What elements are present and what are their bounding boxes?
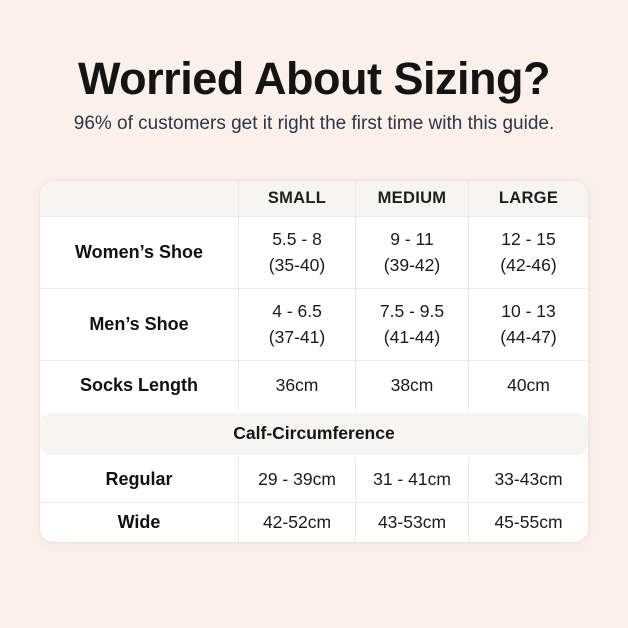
row-label: Men’s Shoe — [89, 313, 189, 334]
cell-regular-small: 29 - 39cm — [238, 457, 355, 502]
cell-regular-medium: 31 - 41cm — [355, 457, 468, 502]
cell-wide-large: 45-55cm — [468, 502, 588, 542]
value-line: (42-46) — [500, 255, 557, 275]
table-header-row: SMALL MEDIUM LARGE — [40, 180, 588, 216]
cell-wide-medium: 43-53cm — [355, 502, 468, 542]
row-label: Wide — [117, 511, 161, 532]
cell-regular-large: 33-43cm — [468, 457, 588, 502]
table-row-mens-shoe: Men’s Shoe 4 - 6.5 (37-41) 7.5 - 9.5 (41… — [40, 287, 588, 360]
table-row-calf-wide: Wide 42-52cm 43-53cm 45-55cm — [40, 501, 588, 542]
size-chart-table: SMALL MEDIUM LARGE Women’s Shoe 5.5 - 8 … — [40, 180, 588, 542]
cell-mens-medium: 7.5 - 9.5 (41-44) — [355, 288, 468, 360]
cell-womens-large: 12 - 15 (42-46) — [468, 216, 588, 288]
value-line: 4 - 6.5 — [272, 300, 322, 321]
cell-womens-small: 5.5 - 8 (35-40) — [238, 216, 355, 288]
header-cell-medium: MEDIUM — [355, 180, 468, 216]
table-row-calf-regular: Regular 29 - 39cm 31 - 41cm 33-43cm — [40, 457, 588, 502]
header-cell-large: LARGE — [468, 180, 588, 216]
table-row-womens-shoe: Women’s Shoe 5.5 - 8 (35-40) 9 - 11 (39-… — [40, 215, 588, 288]
value-line: 12 - 15 — [501, 228, 556, 249]
cell-womens-medium: 9 - 11 (39-42) — [355, 216, 468, 288]
value-line: 5.5 - 8 — [272, 228, 322, 249]
calf-circumference-section-header: Calf-Circumference — [40, 412, 588, 455]
value-line: (41-44) — [383, 327, 441, 347]
header-cell-small: SMALL — [238, 180, 355, 216]
cell-socks-small: 36cm — [238, 360, 355, 410]
cell-mens-large: 10 - 13 (44-47) — [468, 288, 588, 360]
page-title: Worried About Sizing? — [78, 53, 550, 104]
value-line: 10 - 13 — [501, 300, 556, 321]
cell-socks-large: 40cm — [468, 360, 588, 410]
header-cell-blank — [40, 181, 238, 216]
table-row-socks-length: Socks Length 36cm 38cm 40cm — [40, 359, 588, 410]
row-label: Regular — [105, 469, 173, 489]
page-subtitle: 96% of customers get it right the first … — [73, 112, 555, 134]
value-line: (39-42) — [383, 255, 441, 275]
value-line: 9 - 11 — [390, 228, 434, 249]
cell-mens-small: 4 - 6.5 (37-41) — [238, 288, 355, 360]
row-label: Socks Length — [79, 374, 199, 395]
value-line: (35-40) — [268, 255, 326, 275]
cell-wide-small: 42-52cm — [238, 502, 355, 542]
row-label: Women’s Shoe — [74, 241, 204, 262]
value-line: 7.5 - 9.5 — [379, 300, 445, 321]
cell-socks-medium: 38cm — [355, 360, 468, 410]
value-line: (37-41) — [268, 327, 326, 347]
value-line: (44-47) — [500, 327, 557, 347]
